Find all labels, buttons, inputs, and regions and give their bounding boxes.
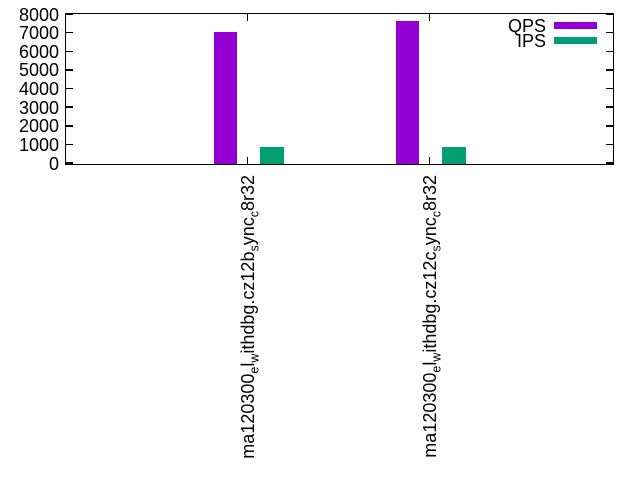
x-label-segment: c — [247, 211, 262, 218]
y-tick-label: 8000 — [18, 4, 59, 25]
bar-ips-group2 — [441, 146, 466, 164]
x-label-segment: ync — [237, 217, 258, 246]
legend-entry-qps: QPS — [507, 15, 597, 36]
x-label-segment: w — [247, 353, 262, 363]
y-axis-tick-right — [606, 31, 613, 34]
y-axis-tick-right — [606, 69, 613, 71]
legend-label: IPS — [516, 30, 546, 51]
y-tick-label: 3000 — [18, 97, 59, 118]
x-label-segment: s — [429, 245, 444, 252]
y-axis-tick-right — [606, 125, 613, 127]
bar-qps-group1 — [213, 31, 237, 164]
x-axis-tick-bottom — [246, 157, 249, 164]
y-tick-label: 0 — [48, 153, 59, 174]
legend: QPS IPS — [507, 15, 597, 51]
y-tick-label: 4000 — [18, 79, 59, 99]
x-label-segment: l — [419, 361, 440, 366]
legend-swatch-qps — [554, 22, 597, 29]
x-label-segment: ma120300 — [419, 372, 440, 458]
x-label-segment: l — [237, 362, 258, 367]
x-label-segment: ync — [419, 217, 440, 246]
y-axis-tick-right — [606, 50, 613, 52]
y-axis-tick-right — [606, 106, 613, 108]
y-axis-tick-right — [606, 87, 613, 90]
legend-entry-ips: IPS — [508, 30, 597, 51]
x-label-segment: s — [247, 245, 262, 252]
x-label-segment: ithdbg.cz12b — [237, 251, 258, 354]
y-axis-tick-right — [606, 13, 613, 15]
y-axis-tick-left — [66, 50, 73, 52]
legend-swatch-ips — [554, 37, 597, 44]
y-axis-tick-left — [66, 87, 73, 90]
x-category-label: ma120300elwithdbg.cz12bsyncc8r32 — [237, 175, 262, 459]
y-tick-label: 7000 — [18, 23, 59, 44]
bar-qps-group2 — [395, 20, 419, 164]
y-axis-tick-left — [66, 162, 73, 164]
legend-label: QPS — [507, 15, 546, 36]
y-axis-tick-left — [66, 13, 73, 15]
y-tick-label: 2000 — [18, 116, 59, 137]
y-axis-tick-right — [606, 143, 613, 146]
y-axis-tick-left — [66, 31, 73, 34]
y-axis-tick-right — [606, 162, 613, 164]
x-category-label: ma120300elwithdbg.cz12csyncc8r32 — [419, 175, 444, 458]
y-tick-label: 6000 — [18, 41, 59, 62]
x-axis-tick-bottom — [428, 157, 431, 164]
x-axis-tick-top — [428, 14, 431, 21]
x-label-segment: e — [247, 366, 262, 374]
x-axis-tick-top — [246, 14, 249, 21]
bar-ips-group1 — [259, 146, 284, 164]
x-label-segment: c — [429, 211, 444, 218]
x-label-segment: ma120300 — [237, 373, 258, 459]
x-label-segment: e — [429, 365, 444, 373]
y-axis-tick-left — [66, 125, 73, 127]
y-axis-tick-left — [66, 106, 73, 108]
y-axis-tick-left — [66, 69, 73, 71]
x-label-segment: w — [429, 352, 444, 362]
plot-area: QPS IPS — [65, 13, 614, 165]
x-label-segment: 8r32 — [237, 175, 258, 212]
x-label-segment: 8r32 — [419, 175, 440, 212]
x-label-segment: ithdbg.cz12c — [419, 251, 440, 353]
y-tick-label: 5000 — [18, 60, 59, 81]
y-axis-tick-left — [66, 143, 73, 146]
y-tick-label: 1000 — [18, 134, 59, 155]
